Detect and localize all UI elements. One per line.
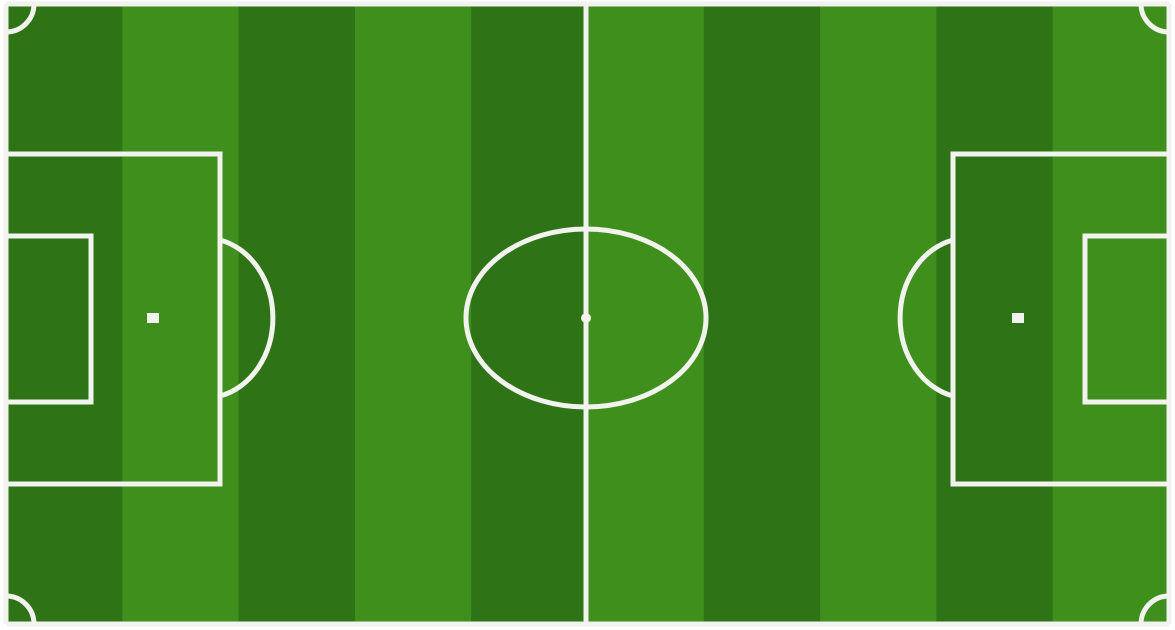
corner-arc-bottom-right [1138, 593, 1170, 625]
grass-stripe [238, 4, 356, 624]
penalty-arc-right [897, 237, 954, 399]
center-circle [463, 226, 709, 410]
penalty-spot-right [1012, 313, 1024, 323]
penalty-spot-left [147, 313, 159, 323]
center-spot [581, 313, 591, 323]
corner-arc-top-right [1138, 3, 1170, 35]
grass-stripe [703, 4, 821, 624]
grass-stripe [354, 4, 472, 624]
pitch-markings [3, 1, 1172, 627]
penalty-arc-left [219, 237, 276, 399]
grass-stripe [471, 4, 588, 624]
grass-stripe [936, 4, 1054, 624]
corner-arc-top-left [5, 3, 37, 35]
grass-stripe [1052, 4, 1170, 624]
corner-arc-bottom-left [5, 593, 37, 625]
goal-area-left [3, 233, 94, 405]
grass-stripe [587, 4, 705, 624]
goal-area-right [1082, 233, 1172, 405]
grass-stripe [6, 4, 123, 624]
grass-stripe [820, 4, 937, 624]
